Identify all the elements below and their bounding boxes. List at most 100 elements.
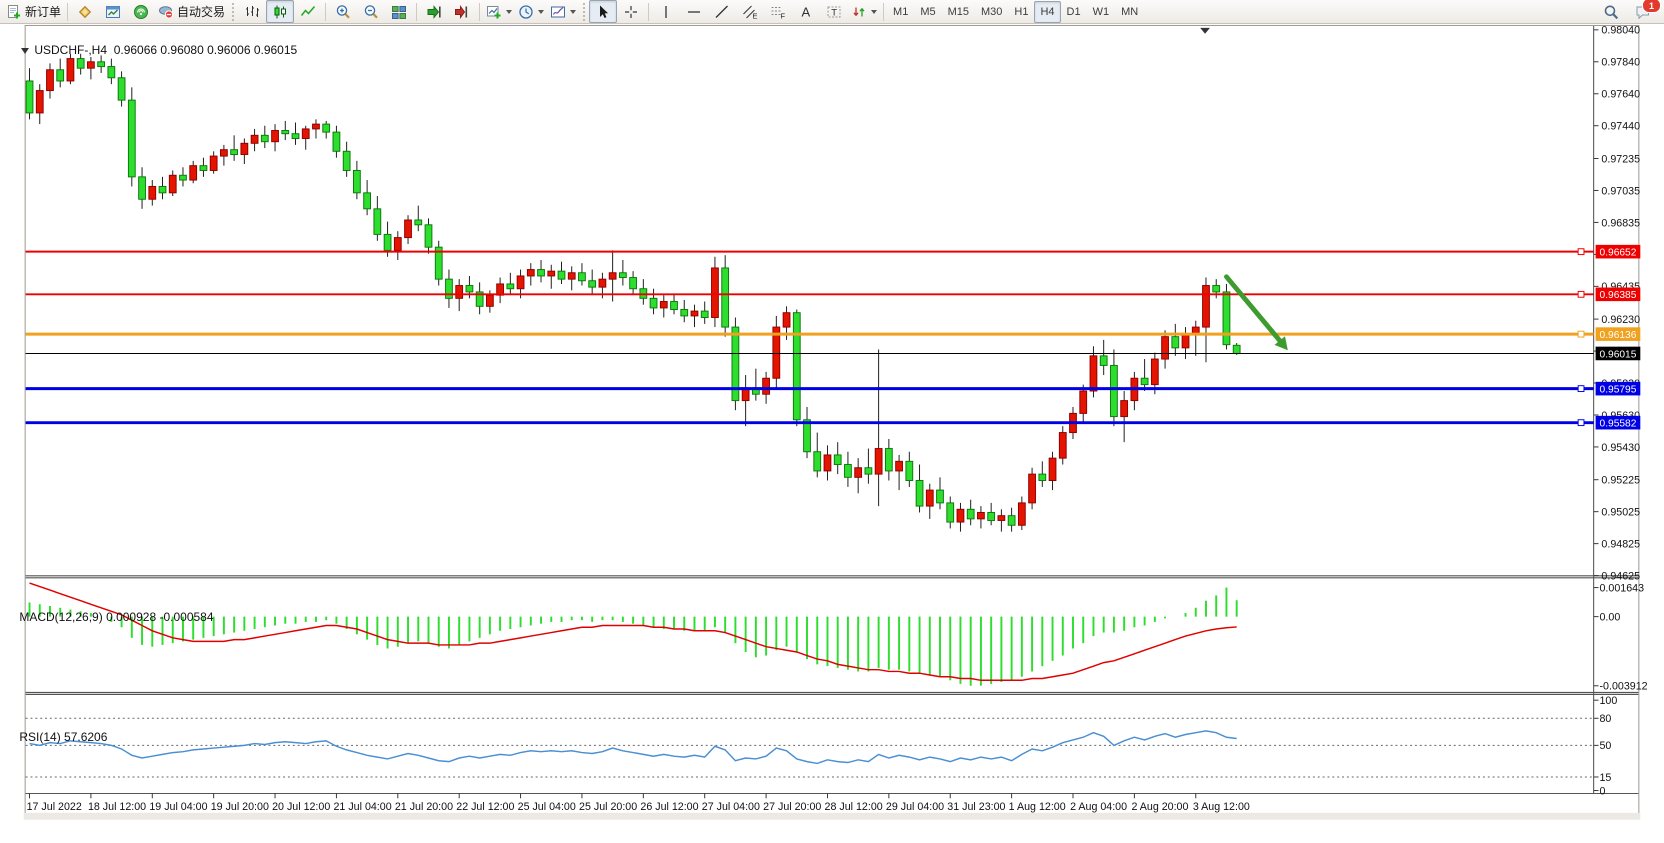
chevron-down-icon[interactable]	[871, 9, 878, 14]
zoom-in-button[interactable]	[329, 0, 357, 23]
sell-arrow[interactable]	[1224, 274, 1288, 351]
candle-up	[977, 511, 985, 520]
rsi-value: 57.6206	[64, 730, 108, 744]
macd-pane[interactable]: 0.001643 0.00 -0.003912	[28, 582, 1648, 693]
candle-up	[608, 272, 617, 280]
candle-up	[516, 275, 525, 290]
candlestick-chart-button[interactable]	[266, 0, 295, 23]
template-button[interactable]	[547, 0, 579, 23]
toolbar-grip[interactable]	[231, 1, 236, 22]
rsi-pane[interactable]: 100 80 50 150	[25, 695, 1618, 797]
candle-up	[1161, 336, 1169, 360]
chevron-down-icon[interactable]	[570, 9, 577, 14]
new-order-button[interactable]: 新订单	[3, 0, 64, 23]
date-tick-label: 28 Jul 12:00	[825, 801, 883, 813]
text-button[interactable]: A	[792, 0, 820, 23]
price-tick-label: 0.97440	[1601, 121, 1640, 133]
candle-down	[721, 267, 730, 328]
candle-down	[936, 489, 944, 504]
timeframe-m15-button[interactable]: M15	[947, 5, 969, 18]
toolbar-grip[interactable]	[582, 1, 587, 22]
timeframe-d1-button[interactable]: D1	[1066, 5, 1081, 18]
chart-canvas[interactable]: 0.98040 0.97840 0.97640 0.97440 0.97235 0.970…	[0, 24, 1664, 843]
candlestick-chart-icon	[274, 5, 287, 18]
zoom-out-icon	[364, 4, 378, 19]
timeframe-w1-button[interactable]: W1	[1092, 5, 1110, 18]
vertical-line-icon	[665, 5, 667, 18]
data-window-button[interactable]	[99, 0, 127, 23]
period-button[interactable]	[515, 0, 547, 23]
candle-down	[1232, 344, 1241, 354]
chart-shift-button[interactable]	[448, 0, 476, 23]
timeframe-mn-button[interactable]: MN	[1121, 5, 1139, 18]
fibonacci-button[interactable]: F	[764, 0, 792, 23]
candle-down	[352, 169, 361, 194]
price-badge-label: 0.96652	[1600, 248, 1637, 259]
arrows-button[interactable]	[848, 0, 880, 23]
candle-down	[332, 131, 341, 152]
new-order-button-label: 新订单	[25, 5, 62, 19]
resistance-line-1-handle[interactable]	[1577, 248, 1585, 256]
cursor-button[interactable]	[589, 0, 618, 23]
resistance-line-2-handle[interactable]	[1577, 290, 1585, 298]
candle-down	[424, 224, 433, 248]
candle-down	[649, 297, 658, 309]
zoom-out-button[interactable]	[357, 0, 385, 23]
pivot-line-handle[interactable]	[1577, 330, 1585, 338]
support-line-2-handle[interactable]	[1577, 419, 1585, 427]
equidistant-channel-icon: E	[743, 5, 758, 20]
chart-shift-marker-icon[interactable]	[1200, 27, 1210, 34]
candle-down	[1110, 364, 1118, 418]
market-watch-button[interactable]	[71, 0, 99, 23]
candle-up	[209, 155, 218, 171]
auto-trading-button[interactable]: 自动交易	[155, 0, 228, 23]
timeframe-m5-button[interactable]: M5	[920, 5, 936, 18]
rsi-tick-label: 0	[1600, 785, 1606, 797]
collapse-triangle-icon[interactable]	[21, 47, 30, 54]
candle-down	[1212, 285, 1221, 293]
chevron-down-icon[interactable]	[506, 9, 513, 14]
time-axis[interactable]: 17 Jul 2022 18 Jul 12:00 19 Jul 04:00 19 Ju…	[27, 793, 1250, 813]
candle-down	[56, 69, 65, 82]
price-tick-label: 0.97035	[1601, 185, 1640, 197]
chat-button[interactable]: 1	[1629, 0, 1661, 23]
vertical-line-button[interactable]	[652, 0, 680, 23]
timeframe-m30-button[interactable]: M30	[981, 5, 1003, 18]
auto-scroll-button[interactable]	[420, 0, 448, 23]
chart-window[interactable]: 0.98040 0.97840 0.97640 0.97440 0.97235 0.970…	[0, 24, 1664, 843]
equidistant-channel-button[interactable]: E	[736, 0, 764, 23]
line-chart-button[interactable]	[294, 0, 322, 23]
trendline-button[interactable]	[708, 0, 736, 23]
candle-up	[1079, 390, 1088, 414]
candle-down	[291, 133, 300, 139]
horizontal-lines: 0.96652 0.96385 0.96136 0.96015 0.95795 0.955…	[25, 244, 1641, 430]
svg-text:A: A	[802, 4, 811, 19]
signals-button[interactable]	[127, 0, 155, 23]
date-tick-label: 31 Jul 23:00	[947, 801, 1005, 813]
fibonacci-icon: F	[771, 6, 786, 20]
bar-chart-button[interactable]	[238, 0, 266, 23]
timeframe-h4-button[interactable]: H4	[1034, 0, 1061, 23]
candle-down	[97, 61, 106, 68]
macd-value: 0.000928	[106, 610, 157, 624]
chevron-down-icon[interactable]	[538, 9, 545, 14]
candle-down	[1222, 291, 1231, 346]
price-badge	[1595, 244, 1641, 259]
candle-down	[230, 149, 239, 155]
candle-up	[1048, 457, 1057, 481]
rsi-name: RSI(14)	[19, 730, 61, 744]
support-line-1-handle[interactable]	[1577, 385, 1585, 393]
price-badge	[1595, 287, 1641, 302]
new-chart-button[interactable]	[483, 0, 515, 23]
text-label-button[interactable]: T	[820, 0, 848, 23]
search-button[interactable]	[1597, 0, 1625, 23]
timeframe-m1-button[interactable]: M1	[893, 5, 909, 18]
crosshair-button[interactable]	[617, 0, 645, 23]
timeframe-h1-button[interactable]: H1	[1014, 5, 1029, 18]
tile-windows-button[interactable]	[385, 0, 413, 23]
price-badge-label: 0.96136	[1600, 330, 1637, 341]
candle-down	[844, 464, 852, 478]
horizontal-line-button[interactable]	[680, 0, 708, 23]
macd-name: MACD(12,26,9)	[19, 610, 103, 624]
price-badge	[1595, 415, 1641, 430]
